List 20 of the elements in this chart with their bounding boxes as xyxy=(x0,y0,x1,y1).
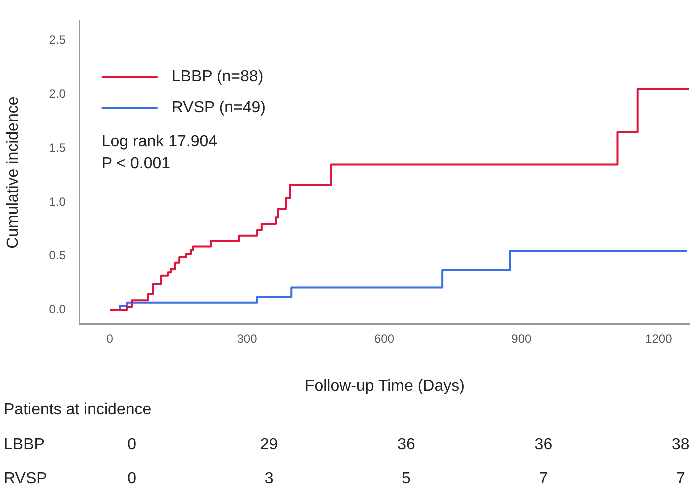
legend-label: LBBP (n=88) xyxy=(172,68,264,86)
x-tick-label: 300 xyxy=(237,332,258,346)
annotation: P < 0.001 xyxy=(102,156,171,173)
text: RVSP 0 3 5 7 7 xyxy=(4,470,686,488)
x-tick-label: 1200 xyxy=(646,332,673,346)
y-tick-label: 1.0 xyxy=(49,194,66,209)
y-tick-label: 2.0 xyxy=(49,86,66,101)
y-tick-label: 2.5 xyxy=(49,32,66,47)
y-tick-label: 0.5 xyxy=(49,248,66,263)
x-axis-title: Follow-up Time (Days) xyxy=(304,378,465,395)
y-tick-label: 1.5 xyxy=(49,140,66,155)
text: LBBP 0 29 36 36 38 xyxy=(4,436,690,454)
y-axis-title: Cumulative incidence xyxy=(5,96,22,249)
x-tick-label: 0 xyxy=(106,332,114,346)
annotation: Log rank 17.904 xyxy=(102,134,218,151)
text: Patients at incidence xyxy=(4,401,152,418)
x-tick-label: 900 xyxy=(512,332,532,346)
x-tick-label: 600 xyxy=(374,332,395,346)
y-tick-label: 0.0 xyxy=(49,302,66,317)
legend-label: RVSP (n=49) xyxy=(172,100,266,117)
